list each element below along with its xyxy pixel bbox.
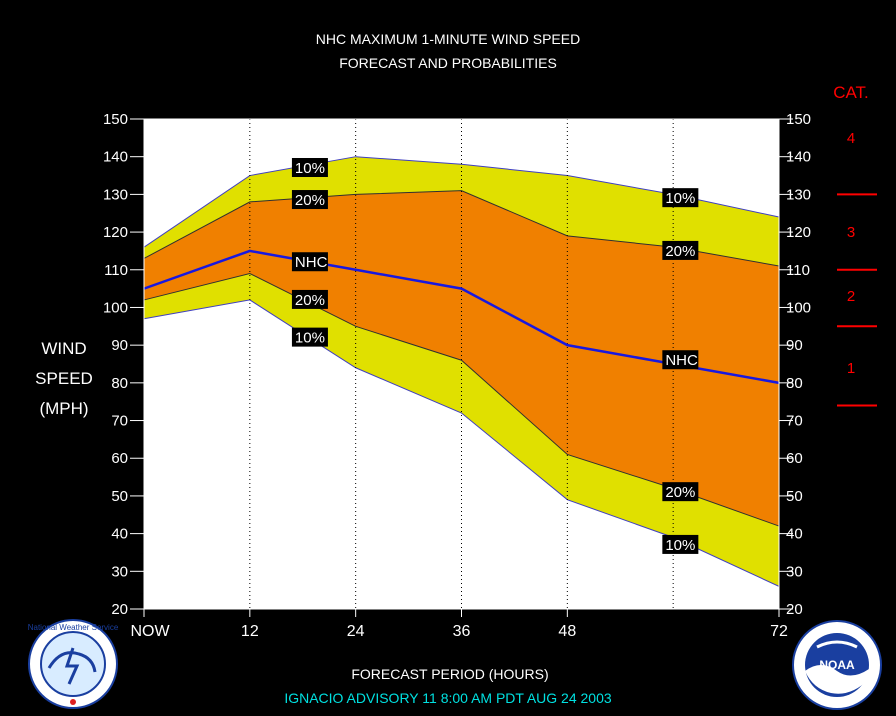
x-tick-label: 12 (241, 623, 259, 640)
annotation-label: 20% (665, 243, 695, 260)
y-tick-label-left: 50 (111, 488, 128, 505)
y-tick-label-right: 20 (786, 601, 803, 618)
y-tick-label-left: 20 (111, 601, 128, 618)
x-tick-label: 48 (558, 623, 576, 640)
y-tick-label-right: 70 (786, 413, 803, 430)
chart-title: NHC MAXIMUM 1-MINUTE WIND SPEED (315, 31, 581, 47)
y-tick-label-right: 140 (786, 149, 811, 166)
annotation-bg (662, 534, 699, 554)
category-label: 1 (847, 360, 855, 377)
x-tick-label: 72 (770, 623, 788, 640)
y-tick-label-left: 100 (103, 299, 128, 316)
y-tick-label-left: 90 (111, 337, 128, 354)
category-title: CAT. (833, 83, 869, 102)
annotation-label: 10% (665, 190, 695, 207)
y-tick-label-left: 30 (111, 563, 128, 580)
annotation-bg (662, 240, 699, 260)
y-tick-label-right: 130 (786, 186, 811, 203)
y-tick-label-right: 110 (786, 262, 810, 279)
y-tick-label-right: 100 (786, 299, 811, 316)
y-axis-label: WIND (41, 339, 86, 358)
y-tick-label-left: 40 (111, 526, 128, 543)
y-tick-label-right: 60 (786, 450, 803, 467)
y-tick-label-left: 130 (103, 186, 128, 203)
y-tick-label-right: 90 (786, 337, 803, 354)
annotation-label: 20% (295, 192, 325, 209)
annotation-bg (662, 350, 699, 370)
y-axis-label: SPEED (35, 369, 93, 388)
y-tick-label-left: 60 (111, 450, 128, 467)
chart-subtitle: FORECAST AND PROBABILITIES (339, 55, 557, 71)
y-tick-label-left: 150 (103, 111, 128, 128)
y-tick-label-right: 80 (786, 375, 803, 392)
nws-logo-text: National Weather Service (28, 623, 119, 632)
y-tick-label-right: 120 (786, 224, 811, 241)
annotation-label: NHC (665, 352, 698, 369)
x-tick-label: NOW (130, 623, 170, 640)
y-tick-label-left: 140 (103, 149, 128, 166)
annotation-bg (291, 327, 328, 347)
annotation-bg (291, 252, 328, 272)
category-label: 3 (847, 224, 855, 241)
nws-logo: National Weather Service (28, 619, 119, 709)
annotation-bg (291, 190, 328, 210)
y-tick-label-right: 150 (786, 111, 811, 128)
y-tick-label-left: 80 (111, 375, 128, 392)
annotation-label: 20% (665, 484, 695, 501)
x-tick-label: 24 (347, 623, 365, 640)
y-axis-label: (MPH) (39, 399, 88, 418)
y-tick-label-left: 70 (111, 413, 128, 430)
y-tick-label-right: 40 (786, 526, 803, 543)
category-label: 2 (847, 288, 855, 305)
y-tick-label-right: 30 (786, 563, 803, 580)
y-tick-label-right: 50 (786, 488, 803, 505)
annotation-label: NHC (295, 254, 328, 271)
annotation-bg (662, 188, 699, 208)
annotation-label: 10% (295, 160, 325, 177)
annotation-label: 10% (295, 330, 325, 347)
x-axis-label: FORECAST PERIOD (HOURS) (351, 666, 548, 682)
category-label: 4 (847, 130, 855, 147)
y-tick-label-left: 120 (103, 224, 128, 241)
annotation-bg (662, 482, 699, 502)
annotation-bg (291, 289, 328, 309)
y-tick-label-left: 110 (104, 262, 128, 279)
noaa-logo: NOAA (792, 620, 882, 710)
advisory-line: IGNACIO ADVISORY 11 8:00 AM PDT AUG 24 2… (284, 690, 612, 706)
x-tick-label: 36 (453, 623, 471, 640)
annotation-bg (291, 158, 328, 177)
band-20pct (144, 190, 779, 527)
noaa-logo-text: NOAA (819, 658, 855, 672)
annotation-label: 20% (295, 292, 325, 309)
annotation-label: 10% (665, 537, 695, 554)
